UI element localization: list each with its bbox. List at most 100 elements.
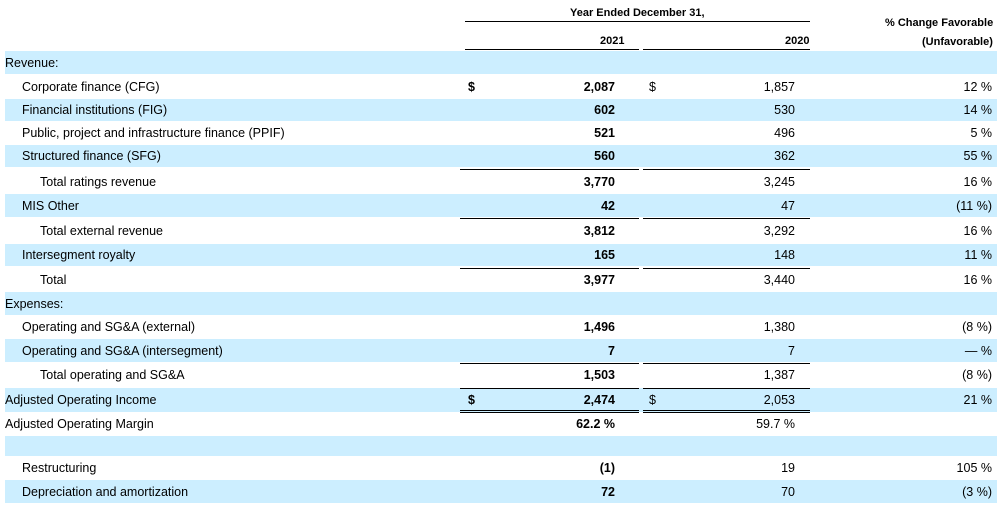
table-row: Adjusted Operating Margin 62.2 % 59.7 % xyxy=(5,413,997,435)
dollar-sign-2020: $ xyxy=(649,393,656,407)
total-rule-2020 xyxy=(643,363,810,364)
table-row xyxy=(5,436,997,456)
change-percent: — % xyxy=(964,343,992,358)
table-row: Revenue: xyxy=(5,51,997,74)
header-year-2020: 2020 xyxy=(785,35,810,47)
total-rule-2020 xyxy=(643,169,810,170)
value-2020: 47 xyxy=(781,198,795,213)
value-2021: 42 xyxy=(601,198,615,213)
change-percent: 16 % xyxy=(963,223,993,238)
row-label: Revenue: xyxy=(5,55,59,70)
dollar-sign-2021: $ xyxy=(468,79,475,94)
value-2020: 496 xyxy=(774,125,795,140)
header-period-rule xyxy=(465,21,810,22)
total-rule-2021 xyxy=(460,268,639,269)
double-rule-2021 xyxy=(460,412,639,413)
table-row: Financial institutions (FIG) 602 530 14 % xyxy=(5,99,997,121)
row-label: Total xyxy=(40,273,67,287)
double-rule-2020 xyxy=(643,410,810,411)
value-2021: 2,087 xyxy=(583,79,615,94)
table-row: Total operating and SG&A 1,503 1,387 (8 %) xyxy=(5,363,997,387)
value-2020: 530 xyxy=(774,103,795,117)
value-2020: 3,292 xyxy=(763,223,795,238)
table-row: Depreciation and amortization 72 70 (3 %) xyxy=(5,480,997,503)
value-2021: 72 xyxy=(601,484,615,499)
table-row: MIS Other 42 47 (11 %) xyxy=(5,194,997,217)
table-row: Expenses: xyxy=(5,292,997,315)
table-row: Adjusted Operating Income $ $2,474 2,053 21 … xyxy=(5,388,997,412)
row-label: Expenses: xyxy=(5,296,64,311)
header-2020-rule xyxy=(643,49,810,50)
change-percent: (8 %) xyxy=(962,368,992,382)
dollar-sign-2020: $ xyxy=(649,79,656,94)
row-label: Total ratings revenue xyxy=(40,174,157,189)
change-percent: 11 % xyxy=(964,248,992,262)
header-year-2021: 2021 xyxy=(600,35,625,47)
value-2020: 1,857 xyxy=(763,79,795,94)
change-percent: (3 %) xyxy=(962,484,992,499)
value-2021: 602 xyxy=(594,103,615,117)
change-percent: 12 % xyxy=(963,79,993,94)
header-change-line2: (Unfavorable) xyxy=(922,36,993,48)
change-percent: 16 % xyxy=(963,174,993,189)
value-2020: 59.7 % xyxy=(756,417,795,431)
row-label: MIS Other xyxy=(22,198,79,213)
value-2020: 70 xyxy=(781,484,795,499)
table-row: Public, project and infrastructure finan… xyxy=(5,121,997,144)
value-2021: 62.2 % xyxy=(576,417,615,431)
row-label: Total operating and SG&A xyxy=(40,368,185,382)
value-2020: 2,053 xyxy=(763,393,795,407)
header-2021-rule xyxy=(465,49,639,50)
table-row: Intersegment royalty 165 148 11 % xyxy=(5,244,997,266)
value-2021: 3,812 xyxy=(583,223,615,238)
value-2021: 3,977 xyxy=(583,273,615,287)
double-rule-2020 xyxy=(643,412,810,413)
change-percent: 16 % xyxy=(963,273,993,287)
value-2020: 19 xyxy=(781,460,795,475)
value-2021: 1,496 xyxy=(583,320,615,334)
value-2020: 3,440 xyxy=(763,273,795,287)
row-label: Total external revenue xyxy=(40,223,163,238)
value-2021: 165 xyxy=(594,248,615,262)
row-label: Operating and SG&A (external) xyxy=(22,320,196,334)
value-2021: 521 xyxy=(594,125,615,140)
header-change-line1: % Change Favorable xyxy=(885,17,994,29)
row-label: Public, project and infrastructure finan… xyxy=(22,125,285,140)
value-2020: 362 xyxy=(774,149,795,163)
total-rule-2020 xyxy=(643,218,810,219)
value-2020: 7 xyxy=(788,343,795,358)
total-rule-2021 xyxy=(460,388,639,389)
value-2021: 1,503 xyxy=(583,368,615,382)
change-percent: 21 % xyxy=(963,393,993,407)
value-2020: 3,245 xyxy=(763,174,795,189)
row-label: Structured finance (SFG) xyxy=(22,149,161,163)
change-percent: 105 % xyxy=(956,460,992,475)
table-row: Operating and SG&A (intersegment) 7 7 — % xyxy=(5,339,997,362)
value-2020: 148 xyxy=(774,248,795,262)
value-2021: 560 xyxy=(594,149,615,163)
table-row: Total 3,977 3,440 16 % xyxy=(5,268,997,292)
table-row: Total external revenue 3,812 3,292 16 % xyxy=(5,218,997,243)
header-period: Year Ended December 31, xyxy=(570,7,705,19)
row-label: Restructuring xyxy=(22,460,97,475)
row-label: Adjusted Operating Margin xyxy=(5,417,154,431)
table-row: Corporate finance (CFG) $ $2,087 1,857 12 % xyxy=(5,75,997,98)
change-percent: (8 %) xyxy=(962,320,992,334)
value-2021: 7 xyxy=(608,343,615,358)
row-label: Financial institutions (FIG) xyxy=(22,103,168,117)
row-label: Depreciation and amortization xyxy=(22,484,189,499)
total-rule-2021 xyxy=(460,363,639,364)
dollar-sign-2021: $ xyxy=(468,393,475,407)
row-label: Adjusted Operating Income xyxy=(5,393,157,407)
change-percent: 14 % xyxy=(963,103,993,117)
change-percent: 55 % xyxy=(963,149,993,163)
table-row: Operating and SG&A (external) 1,496 1,380 (… xyxy=(5,316,997,338)
change-percent: (11 %) xyxy=(956,198,992,213)
total-rule-2020 xyxy=(643,388,810,389)
value-2021: 2,474 xyxy=(583,393,615,407)
row-label: Corporate finance (CFG) xyxy=(22,79,160,94)
row-label: Operating and SG&A (intersegment) xyxy=(22,343,223,358)
row-label: Intersegment royalty xyxy=(22,248,136,262)
change-percent: 5 % xyxy=(970,125,992,140)
table-row: Structured finance (SFG) 560 362 55 % xyxy=(5,145,997,167)
